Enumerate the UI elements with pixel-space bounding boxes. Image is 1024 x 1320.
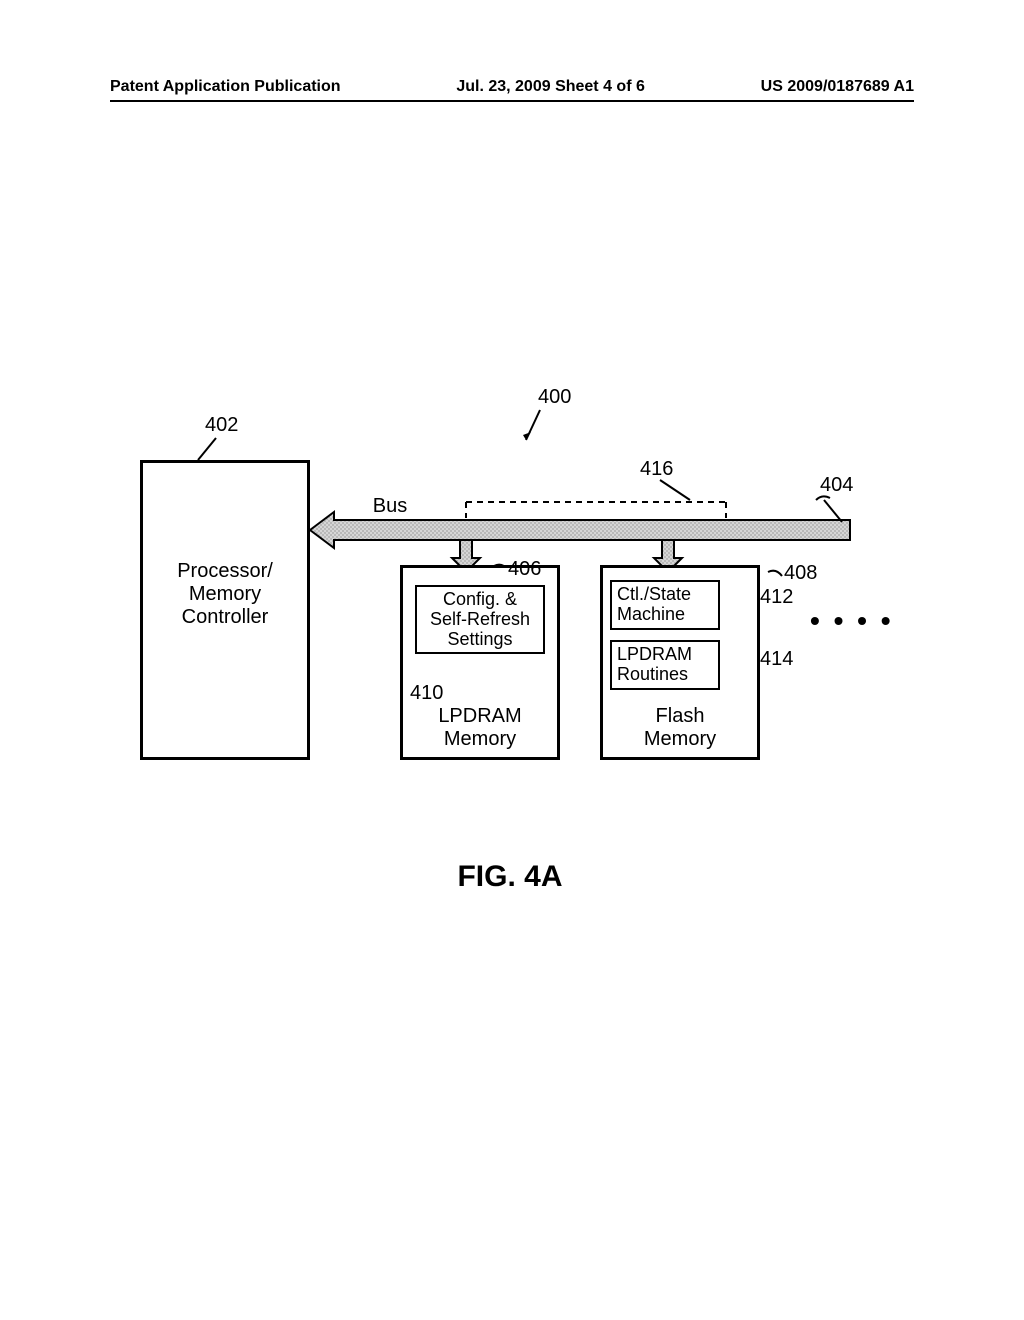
- leader-400: [523, 410, 540, 440]
- bus-label: Bus: [360, 495, 420, 518]
- leader-404: [816, 496, 842, 522]
- continuation-dots: • • • •: [810, 605, 894, 637]
- dashed-region: [466, 502, 726, 518]
- ref-412: 412: [760, 586, 793, 609]
- processor-label: Processor/ Memory Controller: [148, 560, 302, 629]
- flash-caption: Flash Memory: [600, 705, 760, 751]
- config-inner-box: Config. & Self-Refresh Settings: [415, 585, 545, 654]
- leader-402: [198, 438, 216, 460]
- header-left: Patent Application Publication: [110, 78, 341, 96]
- lpdram-caption: LPDRAM Memory: [400, 705, 560, 751]
- ref-404: 404: [820, 474, 853, 497]
- ref-400: 400: [538, 386, 571, 409]
- page-header: Patent Application Publication Jul. 23, …: [110, 78, 914, 102]
- ref-402: 402: [205, 414, 238, 437]
- leader-408: [768, 571, 782, 576]
- ref-408: 408: [784, 562, 817, 585]
- routines-inner-box: LPDRAM Routines: [610, 640, 720, 690]
- figure-title: FIG. 4A: [110, 860, 910, 894]
- header-center: Jul. 23, 2009 Sheet 4 of 6: [456, 78, 645, 96]
- ref-416: 416: [640, 458, 673, 481]
- figure-4a: Processor/ Memory Controller Config. & S…: [110, 390, 910, 870]
- header-right: US 2009/0187689 A1: [761, 78, 914, 96]
- leader-416: [660, 480, 690, 500]
- ctl-inner-box: Ctl./State Machine: [610, 580, 720, 630]
- ref-414: 414: [760, 648, 793, 671]
- ref-406: 406: [508, 558, 541, 581]
- ref-410: 410: [410, 682, 443, 705]
